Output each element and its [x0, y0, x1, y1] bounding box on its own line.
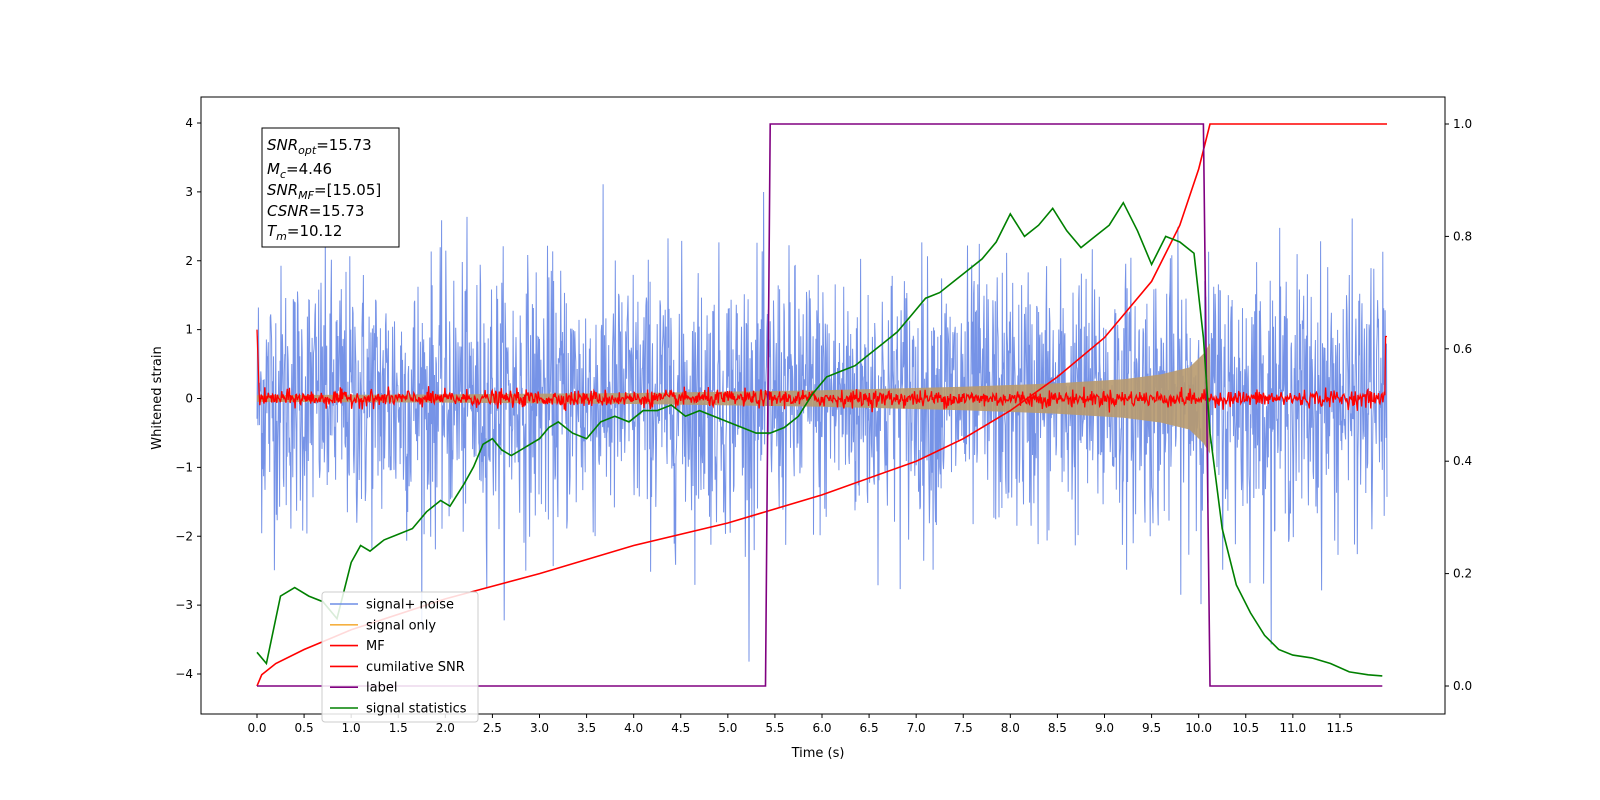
annotation-line-0: SNRopt=15.73 — [267, 136, 372, 157]
x-tick-label: 10.0 — [1185, 721, 1212, 735]
y2-tick-label: 0.0 — [1453, 679, 1472, 693]
axes-frame — [200, 96, 1446, 715]
legend-label: signal+ noise — [366, 598, 454, 613]
y-tick-label: 1 — [185, 323, 193, 337]
x-tick-label: 4.0 — [624, 721, 643, 735]
y-tick-label: −3 — [175, 598, 193, 612]
annotation-line-3: CSNR=15.73 — [267, 202, 364, 220]
x-axis-label: Time (s) — [791, 746, 845, 761]
y2-tick-label: 0.6 — [1453, 342, 1472, 356]
x-tick-label: 4.5 — [671, 721, 690, 735]
x-tick-label: 7.5 — [954, 721, 973, 735]
annotation-line-4: Tm=10.12 — [267, 222, 342, 243]
annotation-line-1: Mc=4.46 — [267, 160, 332, 181]
x-tick-label: 3.5 — [577, 721, 596, 735]
x-tick-label: 2.5 — [483, 721, 502, 735]
y-tick-label: 2 — [185, 254, 193, 268]
series-layer — [256, 123, 1388, 687]
x-tick-label: 3.0 — [530, 721, 549, 735]
x-tick-label: 7.0 — [907, 721, 926, 735]
annotation-line-2: SNRMF=[15.05] — [267, 181, 381, 202]
x-tick-label: 6.0 — [812, 721, 831, 735]
series-mf — [256, 329, 1387, 413]
y2-tick-label: 1.0 — [1453, 117, 1472, 131]
x-tick-label: 0.5 — [295, 721, 314, 735]
y2-tick-label: 0.8 — [1453, 229, 1472, 243]
annotation-frame — [261, 127, 400, 248]
series-cumulative-snr — [256, 123, 1387, 687]
series-label — [257, 123, 1383, 687]
x-tick-label: 11.0 — [1279, 721, 1306, 735]
x-tick-label: 5.5 — [765, 721, 784, 735]
x-tick-label: 2.0 — [436, 721, 455, 735]
stats-annotation-box: SNRopt=15.73 Mc=4.46SNRMF=[15.05]CSNR=15.… — [261, 127, 400, 248]
legend-frame — [321, 591, 479, 723]
y2-tick-label: 0.4 — [1453, 454, 1472, 468]
x-tick-label: 9.5 — [1142, 721, 1161, 735]
plot-area — [256, 123, 1388, 687]
x-tick-label: 0.0 — [247, 721, 266, 735]
legend-label: label — [366, 681, 397, 696]
y2-tick-label: 0.2 — [1453, 567, 1472, 581]
x-tick-label: 5.0 — [718, 721, 737, 735]
x-tick-label: 11.5 — [1327, 721, 1354, 735]
x-tick-label: 8.5 — [1048, 721, 1067, 735]
legend-label: cumilative SNR — [366, 660, 465, 675]
x-tick-label: 1.5 — [389, 721, 408, 735]
series-signal-statistics — [256, 201, 1383, 677]
legend-label: signal only — [366, 618, 436, 633]
y-tick-label: 0 — [185, 392, 193, 406]
y-tick-label: −1 — [175, 460, 193, 474]
axes: 0.0 0.5 1.0 1.5 2.0 2.5 3.0 3.5 4.0 4.5 5.0 5.5 6.0 6… — [175, 96, 1472, 735]
x-tick-label: 9.0 — [1095, 721, 1114, 735]
y-tick-label: −2 — [175, 529, 193, 543]
legend-label: signal statistics — [366, 702, 467, 717]
y-tick-label: 3 — [185, 185, 193, 199]
x-tick-label: 1.0 — [342, 721, 361, 735]
x-tick-label: 6.5 — [860, 721, 879, 735]
legend: signal+ noise signal only MF cumilative SNR… — [321, 591, 479, 723]
y-tick-label: 4 — [185, 116, 193, 130]
x-tick-label: 10.5 — [1232, 721, 1259, 735]
y-tick-label: −4 — [175, 667, 193, 681]
x-tick-label: 8.0 — [1001, 721, 1020, 735]
legend-label: MF — [366, 639, 385, 654]
y-axis-label: Whitened strain — [150, 346, 165, 449]
